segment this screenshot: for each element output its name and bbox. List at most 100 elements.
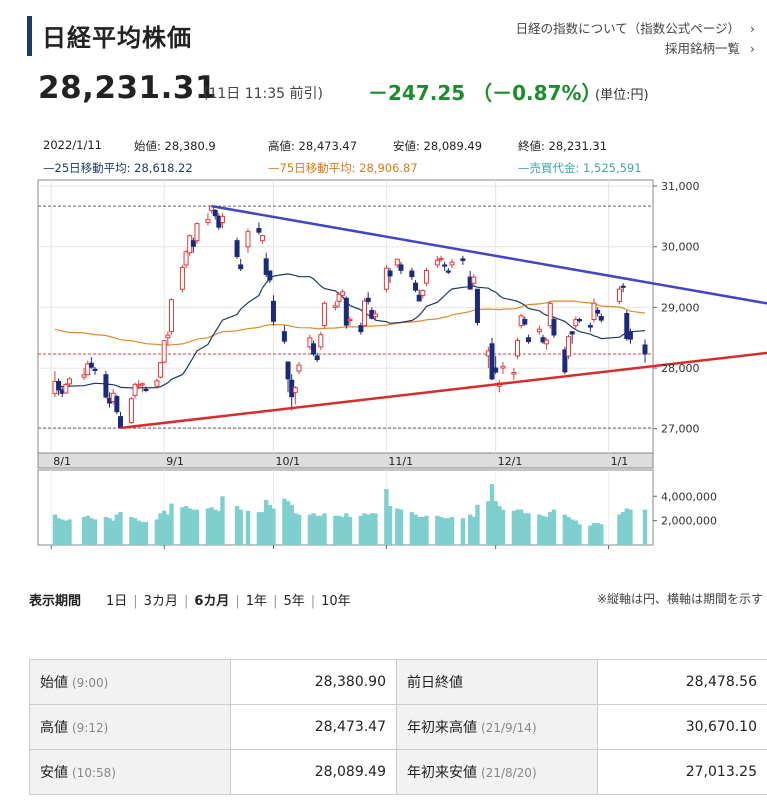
candle-body [515, 339, 521, 357]
stat-label: 安値 (10:58) [29, 749, 231, 795]
candle-body [205, 219, 211, 223]
stat-value: 27,013.25 [597, 749, 767, 795]
info-open: 始値: 28,380.9 [134, 139, 216, 153]
candle-body [165, 334, 171, 339]
volume-bar [347, 516, 353, 545]
candle-body [132, 383, 138, 396]
page-title: 日経平均株価 [42, 24, 192, 52]
candle-body [92, 368, 98, 371]
volume-bar [56, 518, 61, 545]
volume-bar [460, 518, 466, 545]
index-about-link[interactable]: 日経の指数について（指数公式ページ） › [516, 18, 755, 37]
candle-body [445, 270, 451, 273]
period-label: 表示期間 [29, 594, 82, 609]
y-tick-label: 29,000 [661, 301, 700, 314]
volume-bar [140, 521, 145, 545]
volume-bar [489, 484, 495, 545]
volume-bar [471, 516, 477, 545]
candle-body [85, 363, 91, 376]
volume-bar [260, 512, 265, 545]
candle-body [143, 388, 149, 391]
candle-body [500, 365, 506, 369]
candle-body [416, 294, 422, 302]
volume-bar [413, 514, 418, 545]
volume-bar [307, 514, 313, 545]
period-options: 1日 | 3カ月 | 6カ月 | 1年 | 5年 | 10年 [106, 590, 351, 609]
y-tick-label: 27,000 [661, 423, 700, 436]
volume-bar [522, 513, 527, 545]
candle-body [128, 398, 134, 424]
candle-body [281, 331, 287, 342]
x-tick-label: 12/1 [498, 455, 523, 468]
candle-body [267, 270, 273, 281]
volume-bar [169, 503, 174, 545]
period-option[interactable]: 10年 [321, 594, 351, 609]
volume-bar [238, 509, 243, 545]
components-link[interactable]: 採用銘柄一覧 › [665, 38, 755, 57]
volume-bar [467, 514, 473, 545]
candle-body [219, 215, 225, 223]
volume-bar [271, 508, 276, 545]
volume-bar [285, 501, 291, 545]
candle-body [270, 300, 276, 322]
volume-bar [234, 506, 240, 545]
components-link-label[interactable]: 採用銘柄一覧 [665, 41, 741, 56]
index-about-link-label[interactable]: 日経の指数について（指数公式ページ） [515, 21, 741, 36]
period-option[interactable]: 3カ月 [143, 594, 178, 609]
x-tick-label: 10/1 [275, 455, 300, 468]
volume-bar [365, 514, 371, 545]
volume-bar [595, 523, 600, 545]
volume-bar [194, 509, 200, 545]
volume-bar [486, 501, 491, 545]
candle-body [617, 288, 623, 302]
y-tick-label: 30,000 [661, 241, 700, 254]
candle-body [117, 416, 123, 429]
period-option[interactable]: 5年 [283, 594, 305, 609]
candle-body [256, 228, 262, 233]
stat-value: 28,089.49 [230, 749, 397, 795]
volume-bar [562, 514, 568, 545]
candle-body [420, 290, 426, 296]
candle-body [624, 312, 630, 340]
volume-bar [409, 512, 415, 545]
info-low: 安値: 28,089.49 [393, 139, 483, 153]
volume-bar [369, 513, 375, 545]
ma75-line [54, 300, 646, 346]
candle-body [372, 313, 378, 317]
period-separator: | [310, 594, 316, 609]
candle-body [314, 355, 320, 361]
candle-body [321, 302, 327, 327]
volume-bar [136, 520, 141, 545]
volume-bar [475, 504, 480, 545]
volume-bar [60, 519, 65, 545]
candle-body [409, 270, 415, 278]
stat-value: 28,478.56 [597, 659, 767, 705]
volume-bar [566, 516, 571, 545]
period-option[interactable]: 1年 [245, 594, 268, 609]
volume-bar [591, 523, 597, 545]
volume-bar [85, 515, 90, 545]
volume-bar [340, 516, 345, 545]
volume-bar [362, 513, 367, 545]
candle-body [158, 362, 164, 378]
chart-axes: 31,000 30,000 29,000 28,000 27,000 8/1 9/1 10/1… [50, 180, 717, 549]
volume-bar [395, 508, 400, 545]
volume-bar [118, 512, 123, 545]
volume-bar [81, 516, 87, 545]
candle-body [238, 264, 244, 270]
stat-label: 年初来安値 (21/8/20) [396, 749, 598, 795]
candle-body [81, 374, 87, 378]
period-option[interactable]: 6カ月 [194, 594, 230, 609]
candle-body [161, 340, 167, 363]
candle-body [562, 349, 568, 373]
period-separator: | [133, 594, 138, 609]
volume-bar [216, 510, 222, 545]
volume-bar [111, 520, 116, 545]
volume-bar [442, 518, 447, 545]
volume-bar [187, 508, 192, 545]
period-option[interactable]: 1日 [106, 594, 128, 609]
candle-body [398, 264, 404, 271]
volume-bar [420, 516, 426, 545]
candle-body [263, 258, 269, 275]
candle-body [598, 316, 604, 321]
